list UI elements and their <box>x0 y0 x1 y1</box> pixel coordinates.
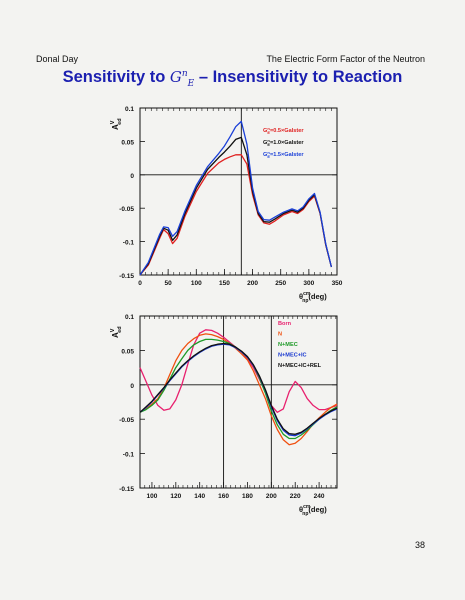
series-line-1 <box>139 154 333 276</box>
x-tick-label: 200 <box>266 493 277 500</box>
legend-entry: Gn E=1.5×Galster <box>263 150 304 159</box>
x-tick-label: 350 <box>332 280 343 287</box>
series-line-4 <box>139 343 338 437</box>
y-tick-label: -0.15 <box>119 273 134 280</box>
y-tick-label: -0.05 <box>119 206 134 213</box>
plot-frame <box>139 107 338 276</box>
y-tick-label: 0 <box>130 173 134 180</box>
x-axis-label: θcm np(deg) <box>299 291 327 304</box>
title-text-before: Sensitivity to <box>62 68 170 86</box>
y-tick-label: 0.1 <box>125 106 134 113</box>
series-line-2 <box>139 136 333 276</box>
legend-entry: N+MEC+IC <box>278 353 307 359</box>
legend-entry: Gn E=1.0×Galster <box>263 138 304 147</box>
chart-bottom: 0.1 0.05 0 -0.05 -0.1 -0.15 100 120 140 160 180 200… <box>110 314 338 517</box>
legend-entry: N+MEC <box>278 342 298 348</box>
y-axis-label: AVed <box>110 118 123 130</box>
series-line-3 <box>139 120 333 276</box>
series-line-3 <box>139 338 338 440</box>
y-tick-label: 0 <box>130 383 134 390</box>
x-tick-label: 140 <box>194 493 205 500</box>
series-line-1 <box>139 329 338 413</box>
title-symbol: GnE <box>169 68 195 89</box>
y-tick-label: -0.05 <box>119 417 134 424</box>
y-tick-label: 0.05 <box>121 348 134 355</box>
legend-entry: N+MEC+IC+REL <box>278 363 322 369</box>
x-tick-label: 240 <box>314 493 325 500</box>
y-tick-label: -0.1 <box>123 452 135 459</box>
x-tick-label: 220 <box>290 493 301 500</box>
y-axis-label: AVed <box>110 326 123 338</box>
x-tick-label: 250 <box>275 280 286 287</box>
x-tick-label: 180 <box>242 493 253 500</box>
x-tick-label: 150 <box>219 280 230 287</box>
x-tick-label: 300 <box>303 280 314 287</box>
author-name: Donal Day <box>36 54 79 64</box>
y-tick-label: -0.15 <box>119 486 134 493</box>
legend-entry: N <box>278 332 282 338</box>
x-tick-label: 160 <box>218 493 229 500</box>
series-line-5 <box>139 342 338 435</box>
plot-frame <box>139 315 338 489</box>
legend-entry: Born <box>278 321 292 327</box>
x-tick-label: 0 <box>138 280 142 287</box>
slide-title: Sensitivity to GnE – Insensitivity to Re… <box>0 68 465 89</box>
y-tick-label: 0.1 <box>125 314 134 321</box>
y-tick-label: -0.1 <box>123 240 135 247</box>
legend-entry: Gn E=0.5×Galster <box>263 126 304 135</box>
chart-top: 0.1 0.05 0 -0.05 -0.1 -0.15 0 50 100 150 200 250 300… <box>110 106 343 304</box>
page-number: 38 <box>414 540 425 550</box>
x-tick-label: 100 <box>147 493 158 500</box>
x-tick-label: 120 <box>170 493 181 500</box>
header-title: The Electric Form Factor of the Neutron <box>266 54 425 64</box>
title-text-after: – Insensitivity to Reaction <box>194 68 403 86</box>
x-axis-label: θcm np(deg) <box>299 504 327 517</box>
y-tick-label: 0.05 <box>121 139 134 146</box>
x-tick-label: 100 <box>191 280 202 287</box>
series-line-2 <box>139 333 338 446</box>
x-tick-label: 50 <box>165 280 173 287</box>
x-tick-label: 200 <box>247 280 258 287</box>
